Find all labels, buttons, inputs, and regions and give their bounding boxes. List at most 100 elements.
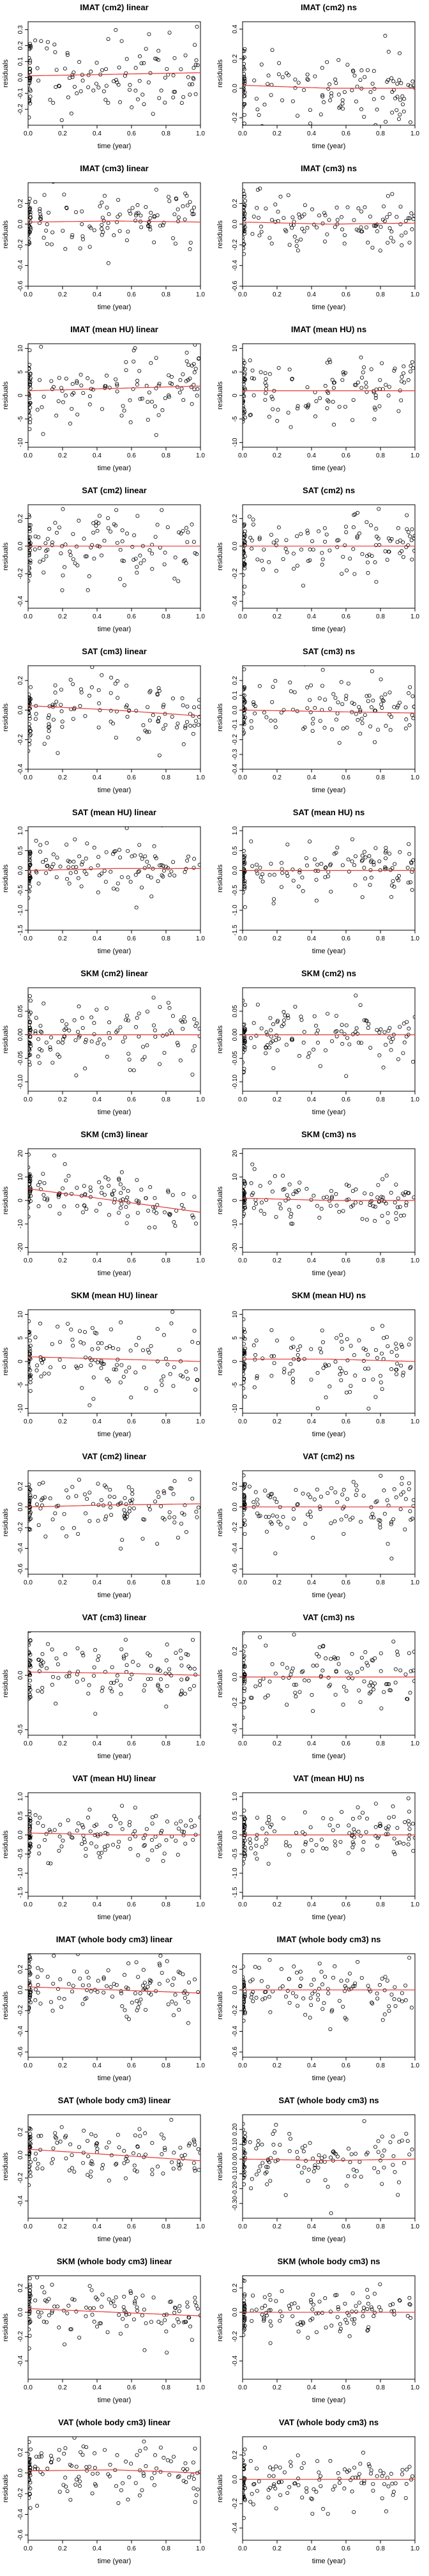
residual-point bbox=[368, 868, 373, 872]
residual-point bbox=[28, 1368, 33, 1372]
residual-point bbox=[273, 718, 278, 723]
residual-point bbox=[338, 1366, 342, 1370]
residual-point bbox=[28, 1493, 33, 1498]
residual-point bbox=[369, 1192, 373, 1197]
residual-point bbox=[366, 1984, 370, 1988]
residual-point bbox=[28, 230, 31, 234]
residual-point bbox=[364, 385, 368, 389]
residual-point bbox=[28, 863, 32, 868]
residual-point bbox=[157, 753, 162, 758]
residual-point bbox=[184, 1530, 188, 1535]
residual-point bbox=[140, 2294, 145, 2298]
residual-point bbox=[75, 1646, 80, 1650]
residual-point bbox=[193, 719, 198, 723]
residual-point bbox=[40, 1030, 44, 1034]
x-axis-label: time (year) bbox=[98, 1913, 132, 1921]
residual-point bbox=[365, 2329, 370, 2333]
residual-point bbox=[341, 555, 345, 559]
residual-point bbox=[323, 2178, 327, 2182]
y-tick-label: -0.2 bbox=[17, 734, 24, 746]
y-axis-label: residuals bbox=[216, 1669, 224, 1698]
residual-point bbox=[77, 1034, 82, 1038]
residual-point bbox=[243, 1211, 246, 1216]
residual-point bbox=[324, 1846, 329, 1851]
y-tick-label: 5 bbox=[232, 370, 239, 374]
x-tick-label: 1.0 bbox=[410, 1257, 419, 1264]
residual-point bbox=[350, 1189, 355, 1193]
residual-point bbox=[295, 2150, 299, 2154]
residual-point bbox=[264, 377, 268, 381]
residual-point bbox=[343, 1984, 347, 1988]
residual-point bbox=[48, 1045, 52, 1050]
residual-point bbox=[126, 229, 130, 234]
residual-point bbox=[117, 1501, 122, 1506]
residual-point bbox=[315, 1371, 320, 1376]
residual-point bbox=[170, 1999, 174, 2004]
residual-point bbox=[190, 2338, 194, 2342]
residual-point bbox=[335, 1500, 340, 1505]
y-tick-label: -0.2 bbox=[232, 112, 239, 123]
residual-point bbox=[281, 1174, 285, 1178]
x-tick-label: 0.2 bbox=[273, 1096, 282, 1103]
residual-point bbox=[373, 560, 377, 565]
x-tick-label: 0.0 bbox=[24, 1579, 33, 1586]
residual-plot: IMAT (cm3) ns0.0 0.2 0.4 0.6 0.8 1.0-0.6-0.4-… bbox=[216, 164, 419, 311]
x-axis-label: time (year) bbox=[312, 2074, 346, 2082]
residual-point bbox=[163, 396, 167, 401]
residual-point bbox=[359, 68, 364, 73]
residual-point bbox=[243, 848, 246, 853]
residual-point bbox=[337, 105, 342, 110]
residual-point bbox=[28, 1690, 31, 1694]
residual-point bbox=[336, 1656, 340, 1660]
residual-point bbox=[250, 376, 254, 380]
residual-point bbox=[243, 2011, 247, 2016]
residual-point bbox=[158, 1677, 163, 1682]
residual-point bbox=[142, 2348, 147, 2352]
x-tick-label: 0.6 bbox=[342, 1579, 350, 1586]
residual-point bbox=[327, 358, 331, 362]
residual-point bbox=[34, 839, 38, 843]
residual-point bbox=[320, 221, 325, 226]
y-axis-label: residuals bbox=[2, 59, 10, 88]
residual-point bbox=[64, 376, 68, 381]
residual-point bbox=[377, 1982, 382, 1987]
residual-plot: IMAT (mean HU) ns0.0 0.2 0.4 0.6 0.8 1.0-10-5… bbox=[216, 325, 419, 472]
residual-point bbox=[243, 2009, 245, 2014]
residual-point bbox=[395, 1650, 400, 1654]
residual-point bbox=[259, 63, 264, 67]
residual-point bbox=[28, 1319, 31, 1323]
residual-point bbox=[63, 1162, 67, 1167]
residual-point bbox=[380, 2135, 384, 2139]
residual-point bbox=[156, 383, 161, 388]
residual-point bbox=[58, 1340, 63, 1344]
residual-point bbox=[324, 2326, 328, 2330]
residual-point bbox=[150, 1821, 154, 1826]
residual-point bbox=[100, 1689, 104, 1693]
residual-point bbox=[243, 2137, 246, 2142]
residual-point bbox=[81, 1653, 86, 1658]
residual-point bbox=[243, 562, 247, 566]
residual-point bbox=[345, 63, 350, 67]
residual-point bbox=[258, 187, 262, 191]
residual-point bbox=[359, 1655, 364, 1660]
residual-point bbox=[355, 535, 359, 540]
residual-point bbox=[69, 1328, 73, 1332]
residual-point bbox=[56, 399, 61, 403]
residual-point bbox=[132, 558, 136, 562]
residual-point bbox=[28, 1809, 32, 1814]
residual-point bbox=[98, 2321, 102, 2326]
y-tick-label: 0.0 bbox=[17, 73, 24, 82]
residual-point bbox=[115, 1678, 119, 1683]
x-tick-label: 0.2 bbox=[58, 2384, 67, 2391]
residual-point bbox=[28, 427, 32, 431]
residual-point bbox=[294, 1190, 299, 1194]
residual-point bbox=[243, 2002, 245, 2006]
residual-point bbox=[296, 1204, 301, 1209]
x-tick-label: 0.4 bbox=[307, 935, 316, 942]
residual-point bbox=[400, 549, 404, 553]
residual-point bbox=[162, 703, 166, 707]
residual-point bbox=[340, 572, 344, 576]
x-tick-label: 0.8 bbox=[162, 452, 170, 459]
residual-plot-panel: IMAT (cm2) linear 0.0 0.2 0.4 0.6 0.8 1.0 -0.2-… bbox=[0, 0, 214, 161]
residual-point bbox=[28, 205, 31, 210]
